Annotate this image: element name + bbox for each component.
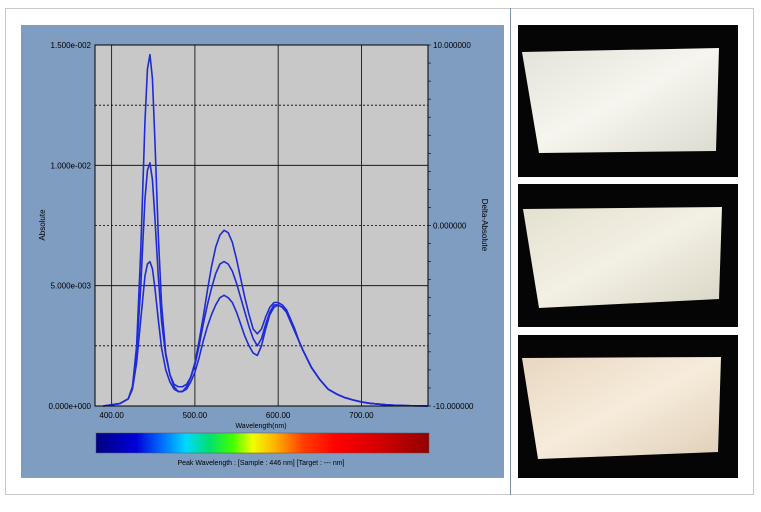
y-axis-label: Absolute [38, 209, 47, 241]
y-tick-label: 1.500e-002 [51, 41, 92, 50]
spectrum-series-3 [103, 260, 429, 407]
spectrum-color-bar [95, 432, 430, 454]
x-tick-label: 500.00 [183, 411, 208, 420]
x-tick-label: 700.00 [349, 411, 374, 420]
y2-axis-label: Delta-Absolute [480, 199, 489, 252]
y2-tick-label: 10.000000 [433, 41, 471, 50]
x-tick-label: 600.00 [266, 411, 291, 420]
y-tick-label: 1.000e-002 [51, 161, 92, 170]
panel-divider [510, 8, 511, 495]
y-tick-label: 5.000e-003 [51, 282, 92, 291]
panel-photo-3 [518, 335, 738, 478]
x-axis-label: Wavelength(nm) [235, 423, 286, 430]
panel-photo-1 [518, 25, 738, 177]
y2-tick-label: 0.000000 [433, 222, 467, 231]
spectrum-chart-panel: 400.00 500.00 600.00 700.00 0.000e+000 5.000e… [21, 25, 504, 478]
x-tick-label: 400.00 [99, 411, 124, 420]
panel-photo-2 [518, 184, 738, 327]
spectrum-chart: 400.00 500.00 600.00 700.00 0.000e+000 5.000e… [38, 41, 489, 467]
y2-tick-label: -10.000000 [433, 402, 474, 411]
y-tick-label: 0.000e+000 [49, 402, 92, 411]
led-panel-cool [522, 48, 719, 153]
led-panel-warm [522, 357, 721, 459]
led-panel-neutral [523, 207, 722, 308]
peak-wavelength-caption: Peak Wavelength : [Sample : 446 nm] [Tar… [177, 460, 344, 467]
